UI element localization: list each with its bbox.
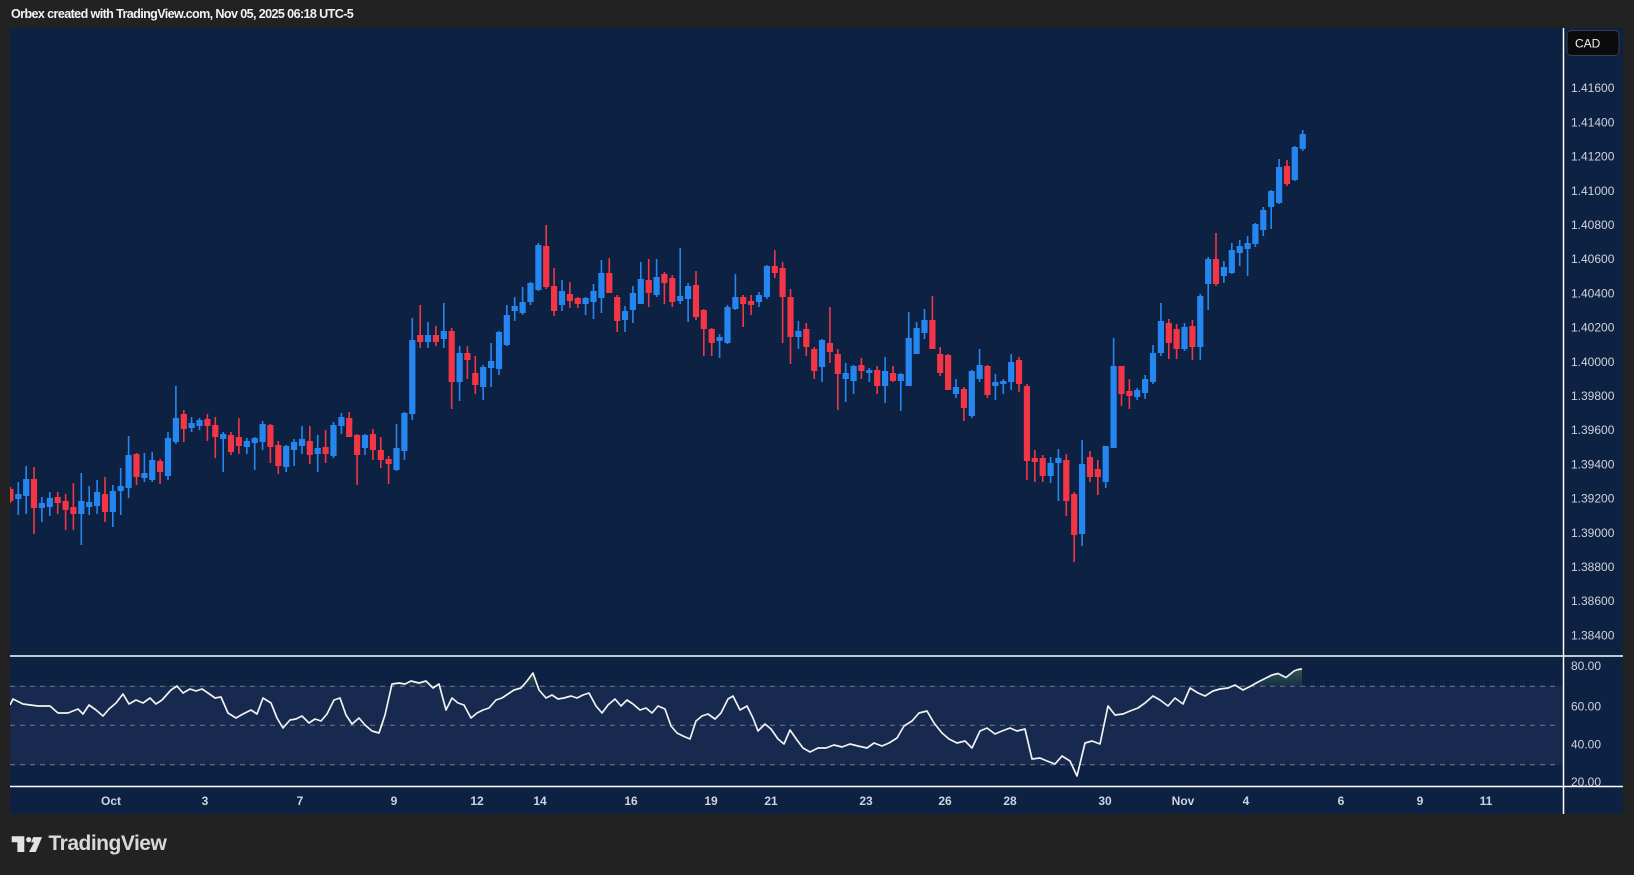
svg-text:7: 7 xyxy=(297,794,304,808)
svg-text:1.39600: 1.39600 xyxy=(1571,423,1615,437)
svg-text:9: 9 xyxy=(1417,794,1424,808)
svg-text:28: 28 xyxy=(1003,794,1017,808)
svg-text:1.40200: 1.40200 xyxy=(1571,321,1615,335)
svg-text:60.00: 60.00 xyxy=(1571,700,1601,714)
svg-text:23: 23 xyxy=(859,794,873,808)
svg-text:1.39400: 1.39400 xyxy=(1571,457,1615,471)
svg-text:40.00: 40.00 xyxy=(1571,738,1601,752)
svg-text:12: 12 xyxy=(470,794,484,808)
svg-text:1.41400: 1.41400 xyxy=(1571,115,1615,129)
svg-text:CAD: CAD xyxy=(1575,37,1601,51)
svg-text:1.38600: 1.38600 xyxy=(1571,594,1615,608)
svg-text:16: 16 xyxy=(624,794,638,808)
svg-text:1.38800: 1.38800 xyxy=(1571,560,1615,574)
svg-text:Oct: Oct xyxy=(101,794,121,808)
svg-text:26: 26 xyxy=(938,794,952,808)
svg-text:1.41600: 1.41600 xyxy=(1571,81,1615,95)
svg-text:30: 30 xyxy=(1098,794,1112,808)
svg-text:6: 6 xyxy=(1338,794,1345,808)
svg-text:14: 14 xyxy=(533,794,547,808)
svg-text:21: 21 xyxy=(764,794,778,808)
svg-text:1.39800: 1.39800 xyxy=(1571,389,1615,403)
svg-text:1.41000: 1.41000 xyxy=(1571,184,1615,198)
svg-text:1.41200: 1.41200 xyxy=(1571,150,1615,164)
svg-text:20.00: 20.00 xyxy=(1571,775,1601,789)
svg-text:1.39000: 1.39000 xyxy=(1571,526,1615,540)
svg-text:1.40800: 1.40800 xyxy=(1571,218,1615,232)
svg-text:80.00: 80.00 xyxy=(1571,659,1601,673)
svg-text:9: 9 xyxy=(391,794,398,808)
svg-text:11: 11 xyxy=(1480,794,1493,808)
svg-text:4: 4 xyxy=(1243,794,1250,808)
svg-text:1.40000: 1.40000 xyxy=(1571,355,1615,369)
svg-text:Nov: Nov xyxy=(1172,794,1195,808)
svg-text:1.40400: 1.40400 xyxy=(1571,286,1615,300)
svg-text:3: 3 xyxy=(202,794,209,808)
svg-text:1.39200: 1.39200 xyxy=(1571,492,1615,506)
svg-text:19: 19 xyxy=(704,794,718,808)
svg-text:1.38400: 1.38400 xyxy=(1571,628,1615,642)
svg-text:1.40600: 1.40600 xyxy=(1571,252,1615,266)
